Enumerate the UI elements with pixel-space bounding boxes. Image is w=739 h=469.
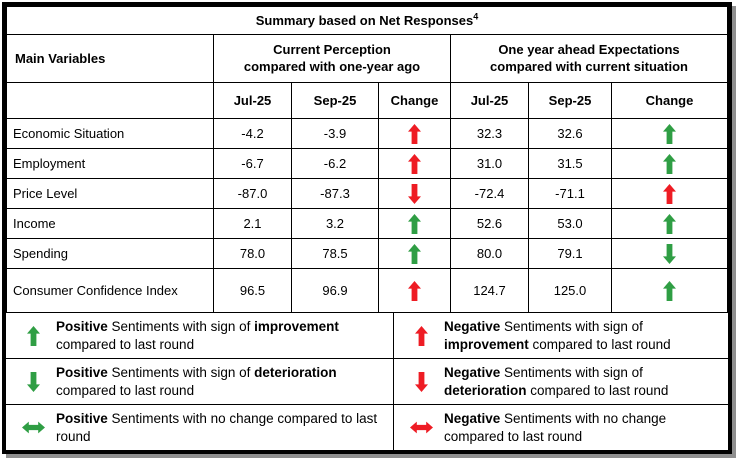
ex-jul-value: 32.3 <box>450 118 529 149</box>
cp-jul-value: 2.1 <box>213 208 292 239</box>
green-down-arrow-icon <box>10 371 56 392</box>
ex-sep-value: 32.6 <box>528 118 612 149</box>
legend-text: Positive Sentiments with sign of improve… <box>56 318 339 352</box>
cp-change-arrow-icon <box>378 178 451 209</box>
empty-corner-cell <box>6 82 214 119</box>
ex-jul-value: 124.7 <box>450 268 529 313</box>
cp-jul-value: -4.2 <box>213 118 292 149</box>
cp-jul-value: -87.0 <box>213 178 292 209</box>
footnote-marker: 4 <box>473 11 479 22</box>
cp-change-arrow-icon <box>378 118 451 149</box>
period-header-row: Jul-25 Sep-25 Change Jul-25 Sep-25 Chang… <box>6 82 728 119</box>
variable-label: Employment <box>6 148 214 179</box>
cp-change-arrow-icon <box>378 238 451 269</box>
table-title-text: Summary based on Net Responses <box>255 13 474 28</box>
cp-sep-value: -6.2 <box>291 148 379 179</box>
col-header-cp-jul25: Jul-25 <box>213 82 292 119</box>
table-row-consumer-confidence-index: Consumer Confidence Index 96.5 96.9 124.… <box>6 268 728 313</box>
legend-negative-improvement: Negative Sentiments with sign of improve… <box>394 313 728 358</box>
col-header-ex-jul25: Jul-25 <box>450 82 529 119</box>
expectations-line1: One year ahead Expectations <box>498 42 680 58</box>
table-row-income: Income 2.1 3.2 52.6 53.0 <box>6 208 728 239</box>
legend-text: Negative Sentiments with no change compa… <box>444 410 667 444</box>
variable-label: Price Level <box>6 178 214 209</box>
cp-sep-value: -3.9 <box>291 118 379 149</box>
cp-sep-value: 96.9 <box>291 268 379 313</box>
legend-text: Negative Sentiments with sign of improve… <box>444 318 671 352</box>
cp-jul-value: 96.5 <box>213 268 292 313</box>
ex-change-arrow-icon <box>611 148 728 179</box>
legend-row-no-change: Positive Sentiments with no change compa… <box>6 404 728 450</box>
table-title-row: Summary based on Net Responses4 <box>6 6 728 35</box>
ex-jul-value: -72.4 <box>450 178 529 209</box>
variable-label: Economic Situation <box>6 118 214 149</box>
red-up-arrow-icon <box>398 325 444 346</box>
cp-sep-value: 3.2 <box>291 208 379 239</box>
ex-change-arrow-icon <box>611 238 728 269</box>
green-double-arrow-icon <box>10 421 56 434</box>
main-variables-header: Main Variables <box>6 34 214 83</box>
ex-change-arrow-icon <box>611 178 728 209</box>
green-up-arrow-icon <box>10 325 56 346</box>
legend-row-deterioration: Positive Sentiments with sign of deterio… <box>6 358 728 404</box>
ex-change-arrow-icon <box>611 268 728 313</box>
cp-change-arrow-icon <box>378 208 451 239</box>
ex-change-arrow-icon <box>611 118 728 149</box>
legend-positive-no-change: Positive Sentiments with no change compa… <box>6 405 394 450</box>
cp-sep-value: 78.5 <box>291 238 379 269</box>
cp-change-arrow-icon <box>378 148 451 179</box>
ex-change-arrow-icon <box>611 208 728 239</box>
col-header-cp-sep25: Sep-25 <box>291 82 379 119</box>
summary-table-frame: Summary based on Net Responses4 Main Var… <box>2 2 732 454</box>
legend-text: Positive Sentiments with sign of deterio… <box>56 364 337 398</box>
legend-text: Negative Sentiments with sign of deterio… <box>444 364 669 398</box>
cp-sep-value: -87.3 <box>291 178 379 209</box>
legend-positive-improvement: Positive Sentiments with sign of improve… <box>6 313 394 358</box>
variable-label: Spending <box>6 238 214 269</box>
red-double-arrow-icon <box>398 421 444 434</box>
cp-jul-value: -6.7 <box>213 148 292 179</box>
current-perception-line2: compared with one-year ago <box>243 58 421 74</box>
legend-negative-deterioration: Negative Sentiments with sign of deterio… <box>394 359 728 404</box>
group-header-row: Main Variables Current Perception compar… <box>6 34 728 83</box>
legend-positive-deterioration: Positive Sentiments with sign of deterio… <box>6 359 394 404</box>
cp-change-arrow-icon <box>378 268 451 313</box>
ex-sep-value: 125.0 <box>528 268 612 313</box>
table-title: Summary based on Net Responses4 <box>6 6 728 35</box>
ex-jul-value: 80.0 <box>450 238 529 269</box>
table-row-spending: Spending 78.0 78.5 80.0 79.1 <box>6 238 728 269</box>
legend-text: Positive Sentiments with no change compa… <box>56 410 378 444</box>
red-down-arrow-icon <box>398 371 444 392</box>
variable-label: Income <box>6 208 214 239</box>
net-responses-table: Summary based on Net Responses4 Main Var… <box>6 6 728 313</box>
ex-sep-value: 53.0 <box>528 208 612 239</box>
current-perception-header: Current Perception compared with one-yea… <box>213 34 451 83</box>
table-row-employment: Employment -6.7 -6.2 31.0 31.5 <box>6 148 728 179</box>
table-row-economic-situation: Economic Situation -4.2 -3.9 32.3 32.6 <box>6 118 728 149</box>
ex-jul-value: 31.0 <box>450 148 529 179</box>
col-header-ex-sep25: Sep-25 <box>528 82 612 119</box>
ex-jul-value: 52.6 <box>450 208 529 239</box>
col-header-ex-change: Change <box>611 82 728 119</box>
expectations-line2: compared with current situation <box>490 58 688 74</box>
ex-sep-value: 79.1 <box>528 238 612 269</box>
table-row-price-level: Price Level -87.0 -87.3 -72.4 -71.1 <box>6 178 728 209</box>
cp-jul-value: 78.0 <box>213 238 292 269</box>
variable-label: Consumer Confidence Index <box>6 268 214 313</box>
expectations-header: One year ahead Expectations compared wit… <box>450 34 728 83</box>
legend-row-improvement: Positive Sentiments with sign of improve… <box>6 313 728 358</box>
col-header-cp-change: Change <box>378 82 451 119</box>
legend: Positive Sentiments with sign of improve… <box>6 313 728 450</box>
ex-sep-value: 31.5 <box>528 148 612 179</box>
current-perception-line1: Current Perception <box>273 42 391 58</box>
legend-negative-no-change: Negative Sentiments with no change compa… <box>394 405 728 450</box>
ex-sep-value: -71.1 <box>528 178 612 209</box>
